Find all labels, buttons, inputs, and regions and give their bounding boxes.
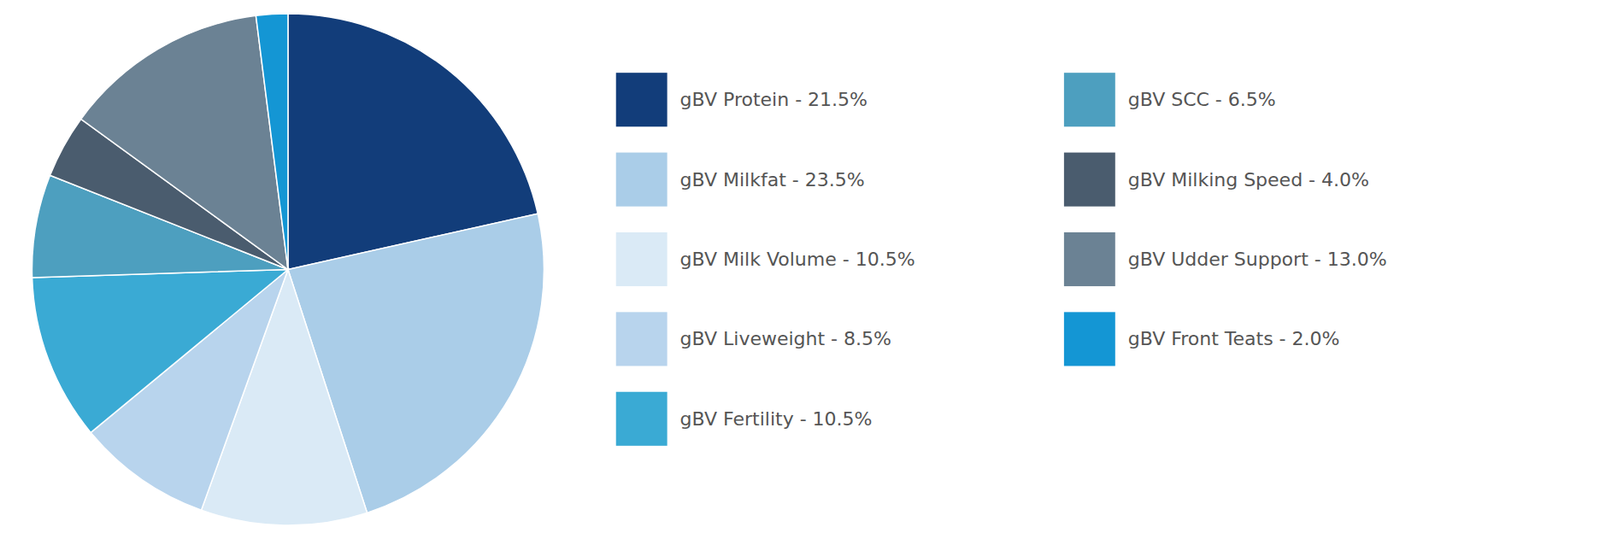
legend: gBV Protein - 21.5% gBV Milkfat - 23.5% gB… (616, 72, 1388, 447)
legend-label: gBV Protein - 21.5% (680, 88, 868, 111)
legend-item: gBV Front Teats - 2.0% (1064, 311, 1341, 366)
legend-label: gBV Milkfat - 23.5% (680, 169, 865, 191)
legend-item: gBV SCC - 6.5% (1064, 72, 1277, 127)
legend-swatch (616, 72, 668, 127)
legend-swatch (1064, 232, 1116, 287)
legend-item: gBV Milkfat - 23.5% (616, 152, 865, 207)
legend-swatch (1064, 311, 1116, 366)
legend-item: gBV Protein - 21.5% (616, 72, 868, 127)
pie-slice (255, 13, 289, 271)
legend-item: gBV Udder Support - 13.0% (1064, 232, 1388, 287)
legend-label: gBV Milking Speed - 4.0% (1128, 169, 1370, 191)
legend-label: gBV Liveweight - 8.5% (680, 328, 892, 350)
legend-swatch (616, 311, 668, 366)
legend-label: gBV Milk Volume - 10.5% (680, 248, 916, 271)
pie (31, 13, 544, 526)
legend-swatch (616, 232, 668, 287)
pie-slice (81, 15, 289, 270)
legend-swatch (1064, 152, 1116, 207)
legend-label: gBV Front Teats - 2.0% (1128, 328, 1341, 350)
legend-item: gBV Milking Speed - 4.0% (1064, 152, 1370, 207)
legend-swatch (616, 392, 668, 447)
legend-label: gBV Fertility - 10.5% (680, 408, 873, 430)
pie-slice (32, 270, 289, 434)
chart: gBV Protein - 21.5% gBV Milkfat - 23.5% gB… (0, 0, 1600, 539)
legend-item: gBV Milk Volume - 10.5% (616, 232, 916, 287)
legend-swatch (1064, 72, 1116, 127)
legend-label: gBV SCC - 6.5% (1128, 88, 1277, 111)
legend-swatch (616, 152, 668, 207)
legend-label: gBV Udder Support - 13.0% (1128, 248, 1388, 271)
legend-item: gBV Liveweight - 8.5% (616, 311, 892, 366)
legend-item: gBV Fertility - 10.5% (616, 392, 873, 447)
